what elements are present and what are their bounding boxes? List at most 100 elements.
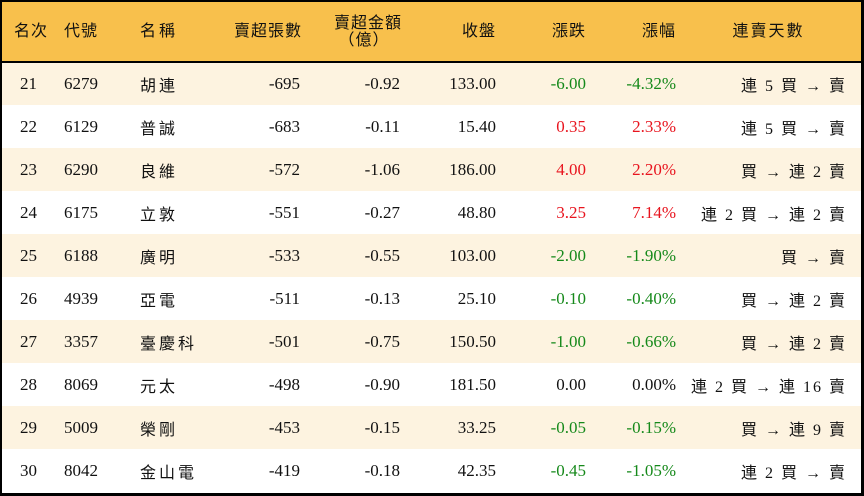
cell-close: 42.35 — [457, 460, 496, 480]
cell-sell-amount: -0.92 — [364, 74, 400, 93]
cell-close: 133.00 — [449, 74, 496, 93]
header-sell-amount: 賣超金額 （億） — [304, 2, 404, 62]
cell-streak: 買 → 連 2 賣 — [740, 335, 847, 353]
table-row: 28 8069 元太 -498 -0.90 181.50 0.00 0.00% … — [2, 363, 861, 406]
cell-change: -0.10 — [550, 288, 586, 308]
cell-streak: 連 2 買 → 連 2 賣 — [700, 206, 847, 224]
cell-sell-amount: -0.27 — [364, 202, 400, 222]
cell-rank: 27 — [20, 331, 37, 351]
cell-rank: 24 — [20, 202, 37, 222]
table-row: 23 6290 良維 -572 -1.06 186.00 4.00 2.20% … — [2, 148, 861, 191]
cell-rank: 30 — [20, 460, 37, 480]
cell-rank: 28 — [20, 374, 37, 394]
cell-code: 3357 — [64, 331, 98, 351]
cell-close: 186.00 — [449, 159, 496, 179]
cell-rank: 25 — [20, 245, 37, 265]
cell-sell-amount: -0.15 — [364, 417, 400, 437]
header-sell-amount-line2: （億） — [338, 31, 390, 49]
cell-sell-lots: -419 — [268, 460, 300, 480]
cell-close: 150.50 — [449, 331, 496, 351]
table-body: 21 6279 胡連 -695 -0.92 133.00 -6.00 -4.32… — [2, 62, 861, 492]
cell-sell-lots: -533 — [268, 245, 300, 265]
cell-name: 亞電 — [140, 292, 179, 310]
cell-name: 臺慶科 — [140, 335, 198, 353]
cell-code: 4939 — [64, 288, 98, 308]
header-name: 名稱 — [140, 23, 179, 40]
cell-streak: 連 5 買 → 賣 — [740, 78, 847, 95]
cell-streak: 連 2 買 → 連 16 賣 — [690, 378, 847, 396]
cell-sell-amount: -0.55 — [364, 245, 400, 265]
cell-change-pct: 7.14% — [632, 202, 676, 222]
cell-name: 榮剛 — [140, 421, 179, 439]
header-sell-lots: 賣超張數 — [233, 23, 302, 40]
table-row: 22 6129 普誠 -683 -0.11 15.40 0.35 2.33% 連… — [2, 105, 861, 148]
cell-name: 元太 — [140, 378, 179, 396]
cell-change: -0.05 — [550, 417, 586, 437]
cell-streak: 買 → 連 9 賣 — [740, 421, 847, 439]
table-row: 26 4939 亞電 -511 -0.13 25.10 -0.10 -0.40%… — [2, 277, 861, 320]
cell-sell-lots: -695 — [268, 74, 300, 93]
header-streak: 連賣天數 — [732, 23, 805, 40]
header-close: 收盤 — [461, 23, 496, 40]
table-row: 21 6279 胡連 -695 -0.92 133.00 -6.00 -4.32… — [2, 62, 861, 105]
cell-close: 33.25 — [457, 417, 496, 437]
cell-change-pct: 2.20% — [632, 159, 676, 179]
cell-rank: 22 — [20, 116, 37, 136]
header-rank: 名次 — [14, 23, 49, 40]
cell-sell-amount: -0.13 — [364, 288, 400, 308]
header-change-pct: 漲幅 — [641, 23, 676, 40]
cell-streak: 買 → 連 2 賣 — [740, 292, 847, 310]
cell-change: -1.00 — [550, 331, 586, 351]
cell-close: 181.50 — [449, 374, 496, 394]
cell-sell-lots: -511 — [269, 288, 300, 308]
cell-rank: 23 — [20, 159, 37, 179]
cell-sell-amount: -0.11 — [365, 116, 400, 136]
cell-streak: 買 → 賣 — [780, 249, 847, 267]
cell-change-pct: -0.66% — [626, 331, 676, 351]
table-row: 24 6175 立敦 -551 -0.27 48.80 3.25 7.14% 連… — [2, 191, 861, 234]
header-code: 代號 — [64, 23, 99, 40]
cell-streak: 連 5 買 → 賣 — [740, 120, 847, 138]
cell-change: -0.45 — [550, 460, 586, 480]
cell-name: 胡連 — [140, 78, 179, 95]
cell-code: 6188 — [64, 245, 98, 265]
cell-code: 6279 — [64, 74, 98, 93]
cell-code: 6290 — [64, 159, 98, 179]
cell-rank: 26 — [20, 288, 37, 308]
cell-change-pct: 0.00% — [632, 374, 676, 394]
cell-change-pct: -0.40% — [626, 288, 676, 308]
cell-sell-amount: -0.18 — [364, 460, 400, 480]
cell-name: 金山電 — [140, 464, 198, 482]
cell-name: 立敦 — [140, 206, 179, 224]
cell-name: 廣明 — [140, 249, 179, 267]
cell-change: 0.00 — [556, 374, 586, 394]
cell-change-pct: -4.32% — [626, 74, 676, 93]
cell-code: 5009 — [64, 417, 98, 437]
cell-close: 48.80 — [457, 202, 496, 222]
cell-code: 6175 — [64, 202, 98, 222]
header-change: 漲跌 — [551, 23, 586, 40]
cell-streak: 買 → 連 2 賣 — [740, 163, 847, 181]
cell-change-pct: 2.33% — [632, 116, 676, 136]
cell-sell-lots: -498 — [268, 374, 300, 394]
cell-change: 3.25 — [556, 202, 586, 222]
table-row: 30 8042 金山電 -419 -0.18 42.35 -0.45 -1.05… — [2, 449, 861, 492]
cell-sell-lots: -453 — [268, 417, 300, 437]
header-sell-amount-line1: 賣超金額 — [333, 14, 402, 32]
cell-streak: 連 2 買 → 賣 — [740, 464, 847, 482]
cell-sell-amount: -0.75 — [364, 331, 400, 351]
cell-change: 4.00 — [556, 159, 586, 179]
table-row: 27 3357 臺慶科 -501 -0.75 150.50 -1.00 -0.6… — [2, 320, 861, 363]
cell-close: 25.10 — [457, 288, 496, 308]
cell-change-pct: -1.05% — [626, 460, 676, 480]
cell-sell-lots: -551 — [268, 202, 300, 222]
cell-change: 0.35 — [556, 116, 586, 136]
cell-sell-amount: -0.90 — [364, 374, 400, 394]
cell-change-pct: -1.90% — [626, 245, 676, 265]
table-header-row: 名次 代號 名稱 賣超張數 賣超金額 （億） 收盤 漲跌 漲幅 連賣天數 — [2, 2, 861, 62]
table-row: 25 6188 廣明 -533 -0.55 103.00 -2.00 -1.90… — [2, 234, 861, 277]
cell-close: 103.00 — [449, 245, 496, 265]
cell-change: -2.00 — [550, 245, 586, 265]
